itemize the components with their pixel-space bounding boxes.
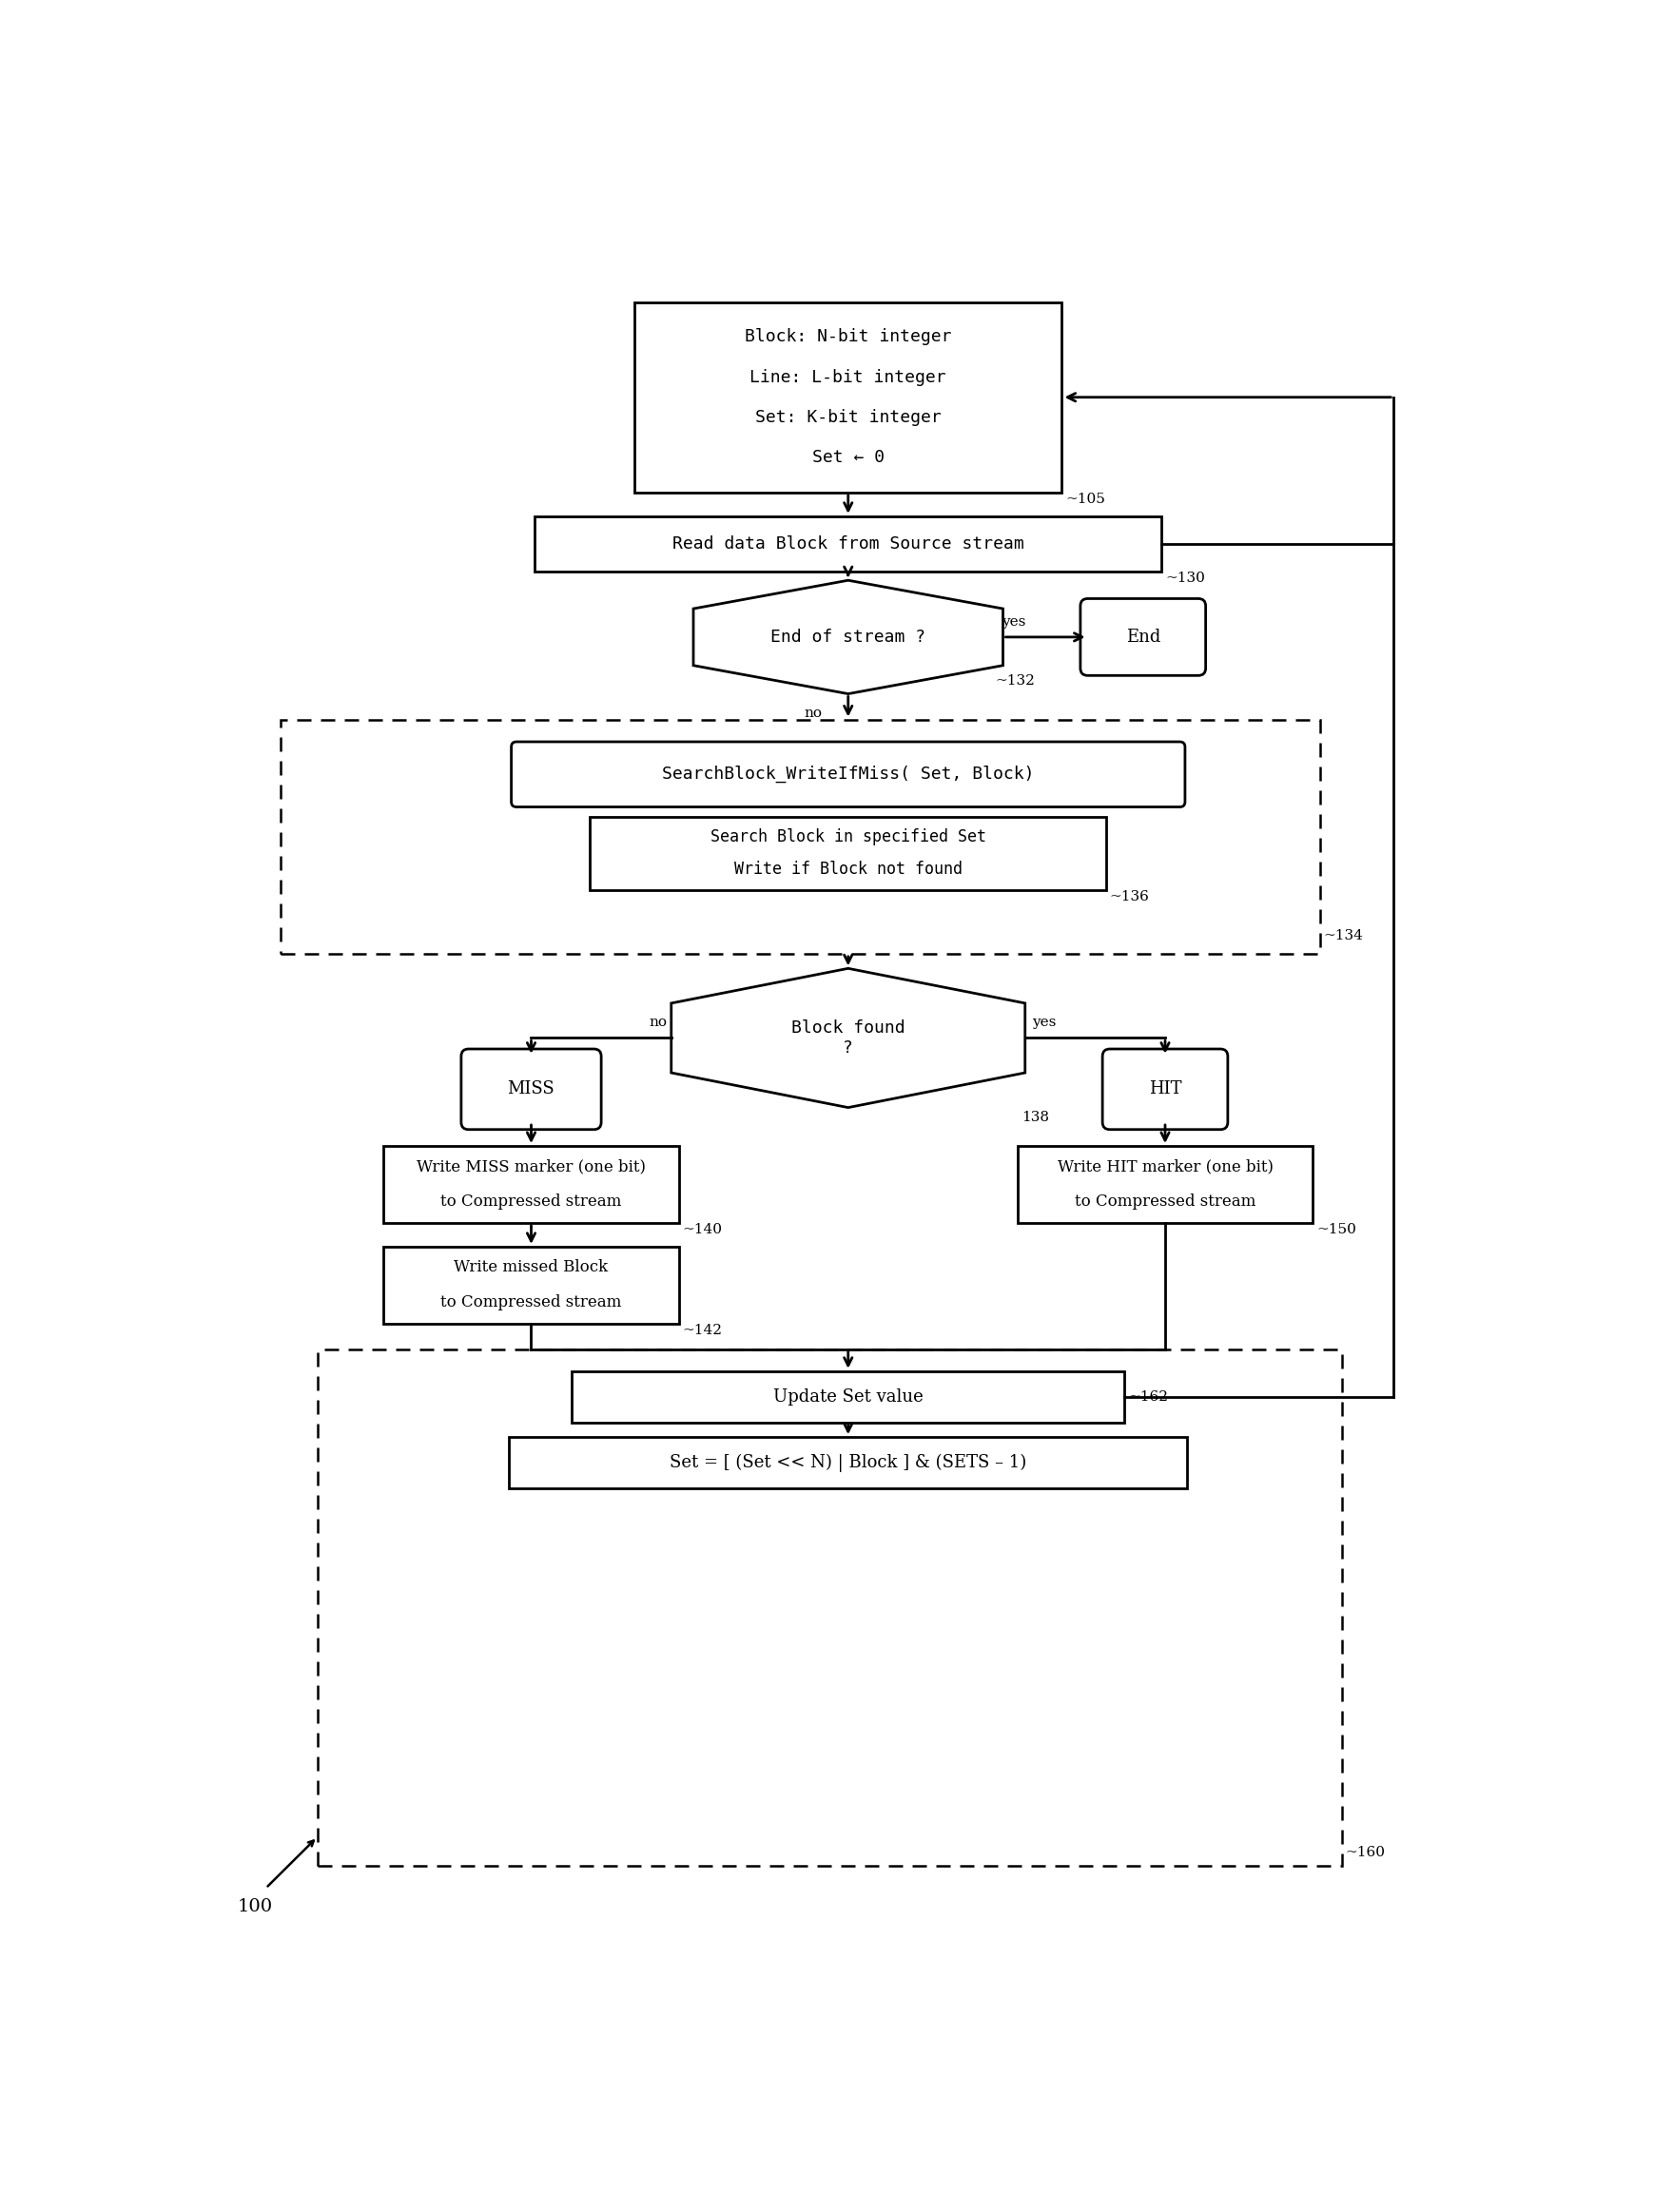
Text: 138: 138 bbox=[1021, 1110, 1049, 1124]
Text: no: no bbox=[648, 1015, 667, 1029]
Text: Update Set value: Update Set value bbox=[772, 1389, 923, 1405]
Text: Write HIT marker (one bit): Write HIT marker (one bit) bbox=[1057, 1159, 1272, 1175]
Text: End of stream ?: End of stream ? bbox=[771, 628, 925, 646]
Text: ~134: ~134 bbox=[1323, 929, 1363, 942]
Bar bbox=[1017, 1146, 1312, 1223]
Bar bbox=[590, 816, 1105, 889]
Text: MISS: MISS bbox=[508, 1082, 554, 1097]
Text: ~105: ~105 bbox=[1065, 493, 1105, 507]
Text: Set: K-bit integer: Set: K-bit integer bbox=[754, 409, 941, 427]
Bar bbox=[571, 1371, 1125, 1422]
Text: Block: N-bit integer: Block: N-bit integer bbox=[744, 327, 951, 345]
Text: ~160: ~160 bbox=[1345, 1845, 1384, 1858]
Bar bbox=[633, 303, 1062, 493]
Bar bbox=[318, 1349, 1341, 1867]
Bar bbox=[281, 719, 1320, 953]
Text: Write if Block not found: Write if Block not found bbox=[734, 860, 961, 878]
Bar bbox=[534, 515, 1161, 571]
FancyBboxPatch shape bbox=[511, 741, 1184, 807]
Text: ~150: ~150 bbox=[1315, 1223, 1355, 1237]
Text: ~130: ~130 bbox=[1164, 571, 1204, 584]
Text: no: no bbox=[804, 708, 822, 721]
FancyBboxPatch shape bbox=[1080, 599, 1206, 675]
Text: Write missed Block: Write missed Block bbox=[453, 1259, 609, 1276]
Text: Block found
?: Block found ? bbox=[791, 1020, 905, 1057]
Bar bbox=[384, 1146, 678, 1223]
Polygon shape bbox=[693, 580, 1002, 695]
Text: Set = [ (Set << N) | Block ] & (SETS – 1): Set = [ (Set << N) | Block ] & (SETS – 1… bbox=[670, 1453, 1025, 1471]
Text: Line: L-bit integer: Line: L-bit integer bbox=[749, 369, 946, 385]
Text: ~140: ~140 bbox=[681, 1223, 721, 1237]
Text: ~132: ~132 bbox=[996, 675, 1035, 688]
Polygon shape bbox=[672, 969, 1024, 1108]
Bar bbox=[509, 1438, 1186, 1489]
Text: ~136: ~136 bbox=[1110, 889, 1150, 902]
Text: Read data Block from Source stream: Read data Block from Source stream bbox=[672, 535, 1024, 553]
FancyBboxPatch shape bbox=[1102, 1048, 1227, 1130]
Text: to Compressed stream: to Compressed stream bbox=[440, 1194, 622, 1210]
Text: to Compressed stream: to Compressed stream bbox=[440, 1294, 622, 1312]
Text: Search Block in specified Set: Search Block in specified Set bbox=[710, 830, 986, 845]
Bar bbox=[384, 1248, 678, 1323]
FancyBboxPatch shape bbox=[461, 1048, 600, 1130]
Text: yes: yes bbox=[1032, 1015, 1055, 1029]
Text: End: End bbox=[1125, 628, 1159, 646]
Text: Set ← 0: Set ← 0 bbox=[812, 449, 883, 467]
Text: yes: yes bbox=[1001, 615, 1025, 628]
Text: 100: 100 bbox=[237, 1898, 273, 1916]
Text: Write MISS marker (one bit): Write MISS marker (one bit) bbox=[417, 1159, 645, 1175]
Text: ~142: ~142 bbox=[681, 1323, 721, 1336]
Text: to Compressed stream: to Compressed stream bbox=[1073, 1194, 1255, 1210]
Text: SearchBlock_WriteIfMiss( Set, Block): SearchBlock_WriteIfMiss( Set, Block) bbox=[662, 765, 1034, 783]
Text: ~162: ~162 bbox=[1128, 1389, 1168, 1402]
Text: HIT: HIT bbox=[1148, 1082, 1181, 1097]
